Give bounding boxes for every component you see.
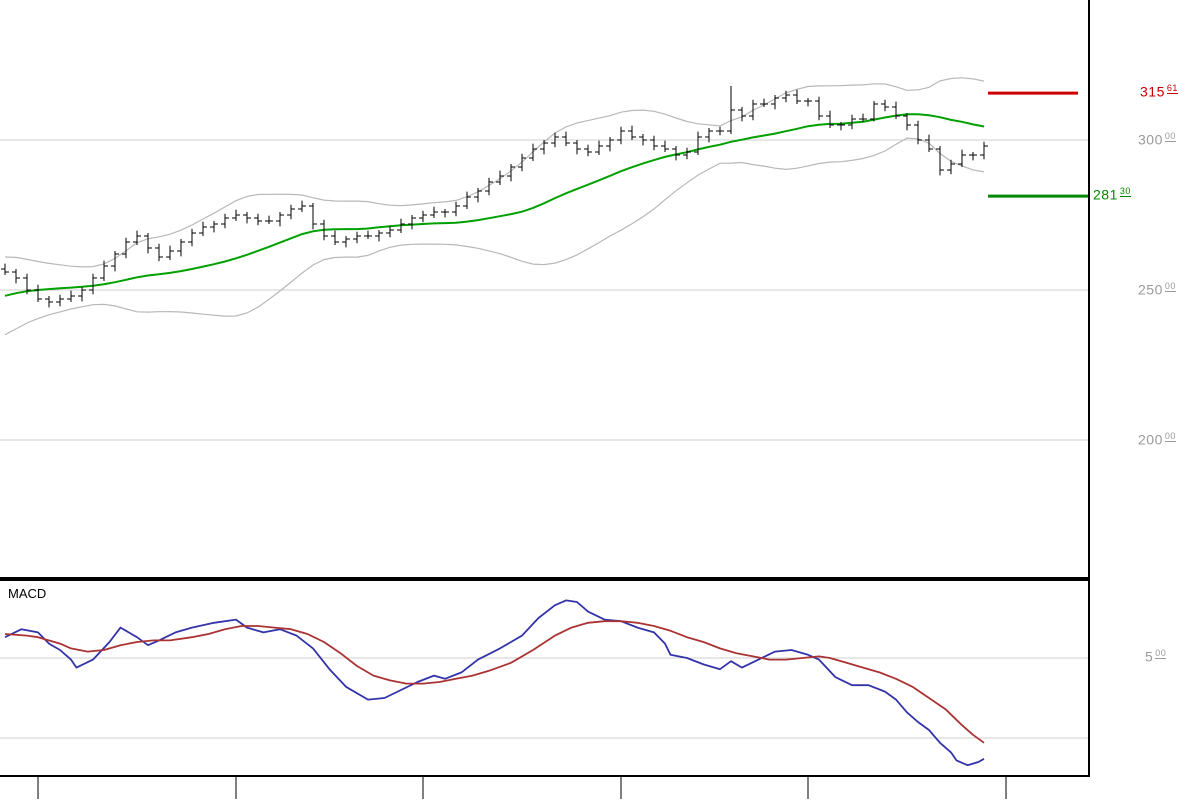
support-price-decimals: 30 — [1119, 186, 1131, 197]
signal-line — [4, 620, 985, 744]
ohlc-bars — [1, 86, 988, 308]
y-axis-line — [1088, 0, 1090, 777]
x-axis-line — [0, 775, 1090, 777]
panel-separator — [0, 577, 1090, 581]
macd-axis-label-decimals: 00 — [1155, 648, 1167, 659]
price-axis-label-main: 250 — [1138, 281, 1163, 298]
bollinger-upper-band — [4, 77, 985, 268]
price-axis-label-decimals: 00 — [1164, 131, 1176, 142]
resistance-price-decimals: 61 — [1166, 83, 1178, 94]
price-axis-label-decimals: 00 — [1164, 431, 1176, 442]
support-level-label: 281 30 — [1093, 186, 1131, 203]
price-axis-label-main: 200 — [1138, 431, 1163, 448]
macd-axis-label-main: 5 — [1145, 648, 1154, 665]
macd-panel-title: MACD — [8, 586, 47, 601]
price-axis-label-main: 300 — [1138, 131, 1163, 148]
macd-axis-label-5: 5 00 — [1145, 648, 1167, 665]
resistance-price-main: 315 — [1140, 83, 1165, 100]
moving-average-line — [4, 113, 985, 297]
price-axis-label-250: 250 00 — [1138, 281, 1176, 298]
price-axis-label-decimals: 00 — [1164, 281, 1176, 292]
bollinger-lower-band — [4, 137, 985, 336]
price-axis-label-300: 300 00 — [1138, 131, 1176, 148]
price-axis-label-200: 200 00 — [1138, 431, 1176, 448]
resistance-level-label: 315 61 — [1140, 83, 1178, 100]
support-price-main: 281 — [1093, 186, 1118, 203]
macd-line — [4, 599, 985, 767]
